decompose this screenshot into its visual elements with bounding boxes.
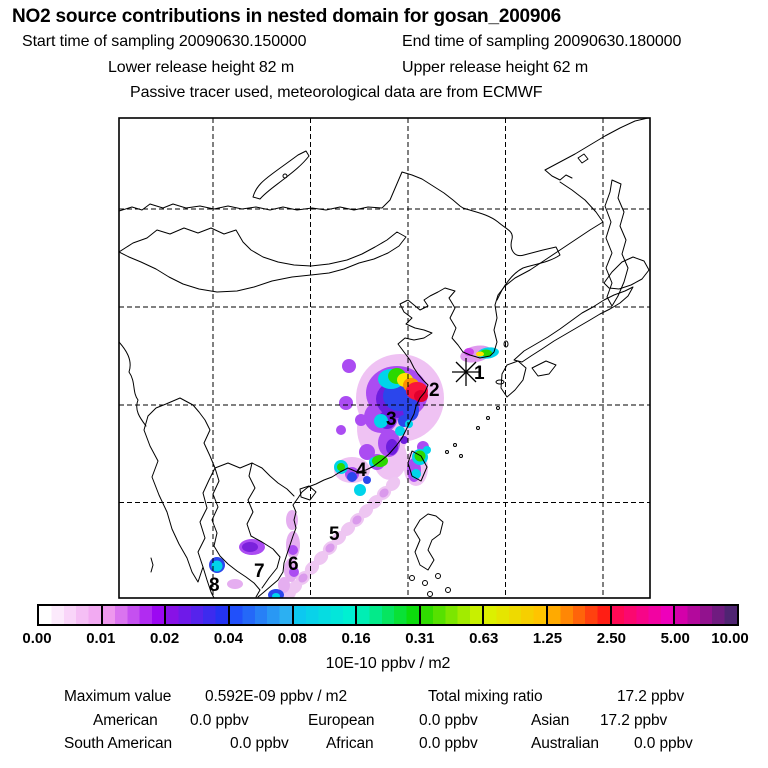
- colorbar-segment: [166, 606, 230, 624]
- region-european-value: 0.0 ppbv: [419, 712, 478, 729]
- colorbar-segment: [39, 606, 103, 624]
- colorbar-tick: 0.16: [341, 630, 371, 647]
- source-label-2: 2: [429, 380, 440, 401]
- colorbar-segment: [293, 606, 358, 624]
- total-ratio-value: 17.2 ppbv: [617, 688, 685, 705]
- colorbar-segment: [484, 606, 549, 624]
- receptor-star-icon: [452, 358, 480, 386]
- colorbar-tick: 0.00: [22, 630, 52, 647]
- region-african-value: 0.0 ppbv: [419, 735, 478, 752]
- lower-release-text: Lower release height 82 m: [108, 59, 295, 76]
- tracer-note-text: Passive tracer used, meteorological data…: [130, 84, 543, 101]
- region-african-label: African: [326, 735, 374, 752]
- source-label-5: 5: [329, 524, 340, 545]
- region-south-american-value: 0.0 ppbv: [230, 735, 289, 752]
- total-ratio-label: Total mixing ratio: [428, 688, 543, 705]
- source-label-1: 1: [474, 363, 485, 384]
- region-american-value: 0.0 ppbv: [190, 712, 249, 729]
- region-south-american-label: South American: [64, 735, 173, 752]
- region-australian-label: Australian: [531, 735, 599, 752]
- colorbar-tick: 0.08: [277, 630, 307, 647]
- colorbar-tick: 0.01: [86, 630, 116, 647]
- upper-release-text: Upper release height 62 m: [402, 59, 589, 76]
- colorbar-tick: 2.50: [596, 630, 626, 647]
- source-label-8: 8: [209, 575, 220, 596]
- source-label-6: 6: [288, 554, 299, 575]
- colorbar-segment: [102, 606, 167, 624]
- colorbar-tick: 0.02: [149, 630, 180, 647]
- region-asian-label: Asian: [531, 712, 570, 729]
- colorbar-tick: 10.00: [711, 630, 749, 647]
- region-european-label: European: [308, 712, 375, 729]
- colorbar-segment: [548, 606, 612, 624]
- colorbar-segment: [420, 606, 485, 624]
- source-label-3: 3: [386, 409, 397, 430]
- page-title: NO2 source contributions in nested domai…: [12, 6, 562, 27]
- colorbar-tick: 0.04: [213, 630, 244, 647]
- region-australian-value: 0.0 ppbv: [634, 735, 693, 752]
- colorbar-segment: [229, 606, 294, 624]
- source-label-7: 7: [254, 561, 265, 582]
- colorbar-tick: 0.31: [405, 630, 435, 647]
- colorbar-tick: 0.63: [469, 630, 499, 647]
- start-time-text: Start time of sampling 20090630.150000: [22, 33, 307, 50]
- region-american-label: American: [93, 712, 158, 729]
- max-value-label: Maximum value: [64, 688, 172, 705]
- colorbar-tick: 1.25: [532, 630, 563, 647]
- max-value: 0.592E-09 ppbv / m2: [205, 688, 347, 705]
- colorbar-segment: [675, 606, 738, 624]
- region-asian-value: 17.2 ppbv: [600, 712, 668, 729]
- map-frame: [118, 117, 651, 599]
- colorbar-tick: 5.00: [660, 630, 690, 647]
- colorbar-segment: [611, 606, 676, 624]
- dilute-streak: [281, 477, 401, 598]
- colorbar-unit: 10E-10 ppbv / m2: [325, 655, 451, 672]
- colorbar-segment: [357, 606, 421, 624]
- end-time-text: End time of sampling 20090630.180000: [402, 33, 682, 50]
- colorbar: [37, 604, 739, 626]
- source-label-4: 4: [356, 460, 367, 481]
- coastlines: [119, 118, 650, 598]
